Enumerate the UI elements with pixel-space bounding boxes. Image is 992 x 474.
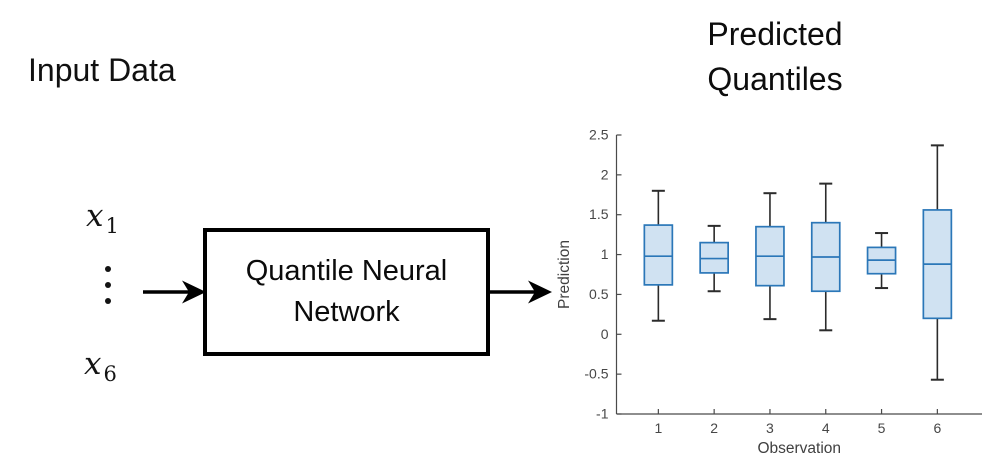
ellipsis-dot bbox=[105, 298, 111, 304]
title-line2: Quantiles bbox=[707, 61, 843, 97]
vertical-ellipsis bbox=[104, 266, 112, 314]
output-arrow bbox=[489, 280, 552, 304]
svg-text:Observation: Observation bbox=[757, 440, 841, 457]
box-plot-4 bbox=[810, 182, 841, 332]
x1-subscript: 1 bbox=[105, 214, 119, 238]
svg-text:6: 6 bbox=[933, 420, 941, 436]
box-plot-6 bbox=[922, 144, 953, 381]
predicted-quantiles-chart: -1 -0.5 0 0.5 1 1.5 2 2.5 1 2 3 4 5 6 Observation Predi… bbox=[556, 127, 982, 457]
svg-text:0: 0 bbox=[601, 326, 609, 342]
qnn-box-label-line1: Quantile Neural bbox=[245, 255, 448, 287]
input-arrow bbox=[143, 280, 206, 304]
ellipsis-dot bbox=[105, 266, 111, 272]
svg-text:-0.5: -0.5 bbox=[584, 366, 608, 382]
svg-text:1: 1 bbox=[601, 246, 609, 262]
svg-text:-1: -1 bbox=[596, 406, 609, 422]
box-plot-5 bbox=[866, 232, 897, 290]
predicted-quantiles-title: Predicted Quantiles bbox=[650, 12, 900, 102]
title-line1: Predicted bbox=[707, 16, 843, 52]
svg-text:2: 2 bbox=[601, 166, 609, 182]
arrowhead-icon bbox=[182, 280, 206, 304]
x1-symbol: x bbox=[86, 198, 104, 234]
svg-text:3: 3 bbox=[766, 420, 774, 436]
svg-text:Prediction: Prediction bbox=[556, 240, 573, 309]
qnn-box-label-line2: Network bbox=[293, 296, 400, 328]
box-plot-3 bbox=[755, 192, 785, 321]
box-plot-1 bbox=[643, 189, 674, 322]
svg-text:4: 4 bbox=[822, 420, 830, 436]
svg-text:2: 2 bbox=[710, 420, 718, 436]
box-plot-2 bbox=[699, 224, 730, 293]
input-data-label: Input Data bbox=[28, 52, 176, 88]
svg-text:0.5: 0.5 bbox=[589, 286, 609, 302]
svg-text:5: 5 bbox=[878, 420, 886, 436]
axes: -1 -0.5 0 0.5 1 1.5 2 2.5 1 2 3 4 5 6 Observation Predi… bbox=[556, 127, 982, 457]
input-variable-x1: x1 bbox=[86, 198, 119, 238]
input-variable-x6: x6 bbox=[84, 346, 117, 386]
svg-text:1.5: 1.5 bbox=[589, 206, 609, 222]
ellipsis-dot bbox=[105, 282, 111, 288]
chart-container: -1 -0.5 0 0.5 1 1.5 2 2.5 1 2 3 4 5 6 Observation Predi… bbox=[555, 108, 992, 474]
x6-subscript: 6 bbox=[103, 362, 117, 386]
quantile-neural-network-box: Quantile Neural Network bbox=[203, 228, 490, 356]
svg-text:1: 1 bbox=[654, 420, 662, 436]
arrowhead-icon bbox=[528, 280, 552, 304]
svg-text:2.5: 2.5 bbox=[589, 127, 609, 143]
x6-symbol: x bbox=[84, 346, 102, 382]
